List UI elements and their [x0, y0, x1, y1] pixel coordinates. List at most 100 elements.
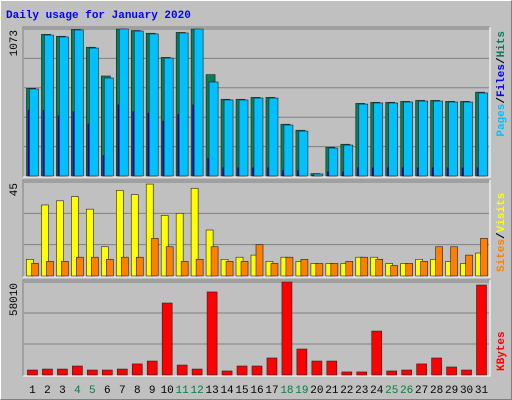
- bar: [195, 258, 204, 277]
- x-tick-label: 29: [445, 385, 458, 397]
- bar: [268, 97, 279, 177]
- plot-bevel-dark: [22, 26, 490, 177]
- x-tick-label: 14: [220, 385, 234, 397]
- legend-entry: KBytes: [496, 331, 508, 371]
- bar: [86, 208, 94, 277]
- bar: [253, 97, 264, 177]
- x-tick-label: 30: [460, 385, 473, 397]
- legend-entry: Files: [496, 64, 508, 97]
- bar: [89, 47, 99, 177]
- bar: [208, 81, 219, 177]
- bar: [191, 368, 203, 376]
- bar: [313, 173, 324, 177]
- bar: [76, 256, 84, 277]
- x-tick-label: 24: [370, 385, 384, 397]
- bar: [270, 263, 279, 277]
- bar: [465, 254, 473, 277]
- x-tick-label: 23: [355, 385, 368, 397]
- bar: [236, 365, 248, 376]
- bar: [133, 30, 144, 177]
- bar: [176, 364, 188, 376]
- bar: [315, 263, 324, 277]
- x-tick-label: 6: [104, 385, 111, 397]
- plot-bevel-dark: [22, 179, 490, 277]
- bar: [190, 187, 199, 277]
- bar: [446, 366, 457, 376]
- bar: [146, 360, 158, 376]
- plot-bevel-light: [23, 280, 491, 377]
- bar: [240, 261, 249, 277]
- bar: [161, 302, 173, 376]
- bar: [41, 204, 49, 277]
- legend-entry: Pages: [496, 104, 508, 137]
- x-tick-label: 7: [119, 385, 126, 397]
- x-tick-label: 4: [74, 385, 81, 397]
- legend-entry: Visits: [496, 193, 508, 233]
- bar: [266, 357, 278, 376]
- x-tick-label: 20: [310, 385, 323, 397]
- x-tick-label: 12: [191, 385, 204, 397]
- bar: [345, 261, 354, 277]
- bar: [120, 256, 129, 277]
- x-tick-label: 11: [176, 385, 190, 397]
- x-tick-label: 28: [430, 385, 443, 397]
- x-tick-label: 26: [400, 385, 413, 397]
- x-tick-label: 27: [415, 385, 428, 397]
- x-tick-label: 17: [265, 385, 278, 397]
- bar: [296, 348, 308, 376]
- bar: [435, 246, 443, 277]
- legend-entry: Sites: [496, 239, 508, 272]
- bar: [405, 263, 413, 277]
- x-tick-label: 15: [235, 385, 248, 397]
- y-tick-label: 1073: [9, 30, 21, 56]
- bar: [74, 29, 84, 177]
- bar: [145, 183, 154, 277]
- bar: [193, 28, 204, 177]
- bar: [104, 77, 114, 177]
- x-tick-label: 31: [475, 385, 489, 397]
- bar: [478, 92, 488, 177]
- x-tick-label: 10: [161, 385, 174, 397]
- plot-bevel-light: [23, 180, 491, 278]
- bar: [29, 88, 39, 177]
- bar: [401, 369, 412, 376]
- bar: [225, 261, 234, 277]
- legend-separator: /: [496, 232, 508, 239]
- bar: [135, 256, 144, 277]
- plot-bevel-dark: [22, 279, 490, 376]
- bar: [285, 256, 294, 277]
- bar: [388, 102, 399, 177]
- bar: [341, 371, 353, 376]
- x-tick-label: 5: [89, 385, 96, 397]
- x-tick-label: 16: [250, 385, 263, 397]
- x-tick-label: 3: [59, 385, 66, 397]
- bar: [373, 102, 384, 177]
- bar: [356, 371, 368, 376]
- bar: [31, 263, 39, 277]
- plot-bevel-light: [23, 27, 491, 178]
- x-tick-label: 19: [295, 385, 308, 397]
- x-tick-label: 21: [325, 385, 339, 397]
- bar: [330, 263, 339, 277]
- bar: [251, 365, 263, 376]
- legend-separator: /: [496, 57, 508, 64]
- x-tick-label: 18: [280, 385, 293, 397]
- bar: [283, 124, 294, 177]
- legend-entry: Hits: [496, 31, 508, 57]
- bar: [360, 256, 369, 277]
- bar: [281, 281, 293, 376]
- legend-separator: /: [496, 97, 508, 104]
- bar: [223, 99, 234, 177]
- x-tick-label: 13: [205, 385, 218, 397]
- bar: [59, 36, 69, 177]
- bar: [420, 261, 428, 277]
- bar: [298, 130, 309, 177]
- bar: [160, 215, 169, 277]
- bar: [416, 363, 427, 376]
- bar: [102, 369, 113, 376]
- chart-title: Daily usage for January 2020: [6, 10, 191, 22]
- bar: [210, 246, 219, 277]
- bar: [206, 291, 218, 376]
